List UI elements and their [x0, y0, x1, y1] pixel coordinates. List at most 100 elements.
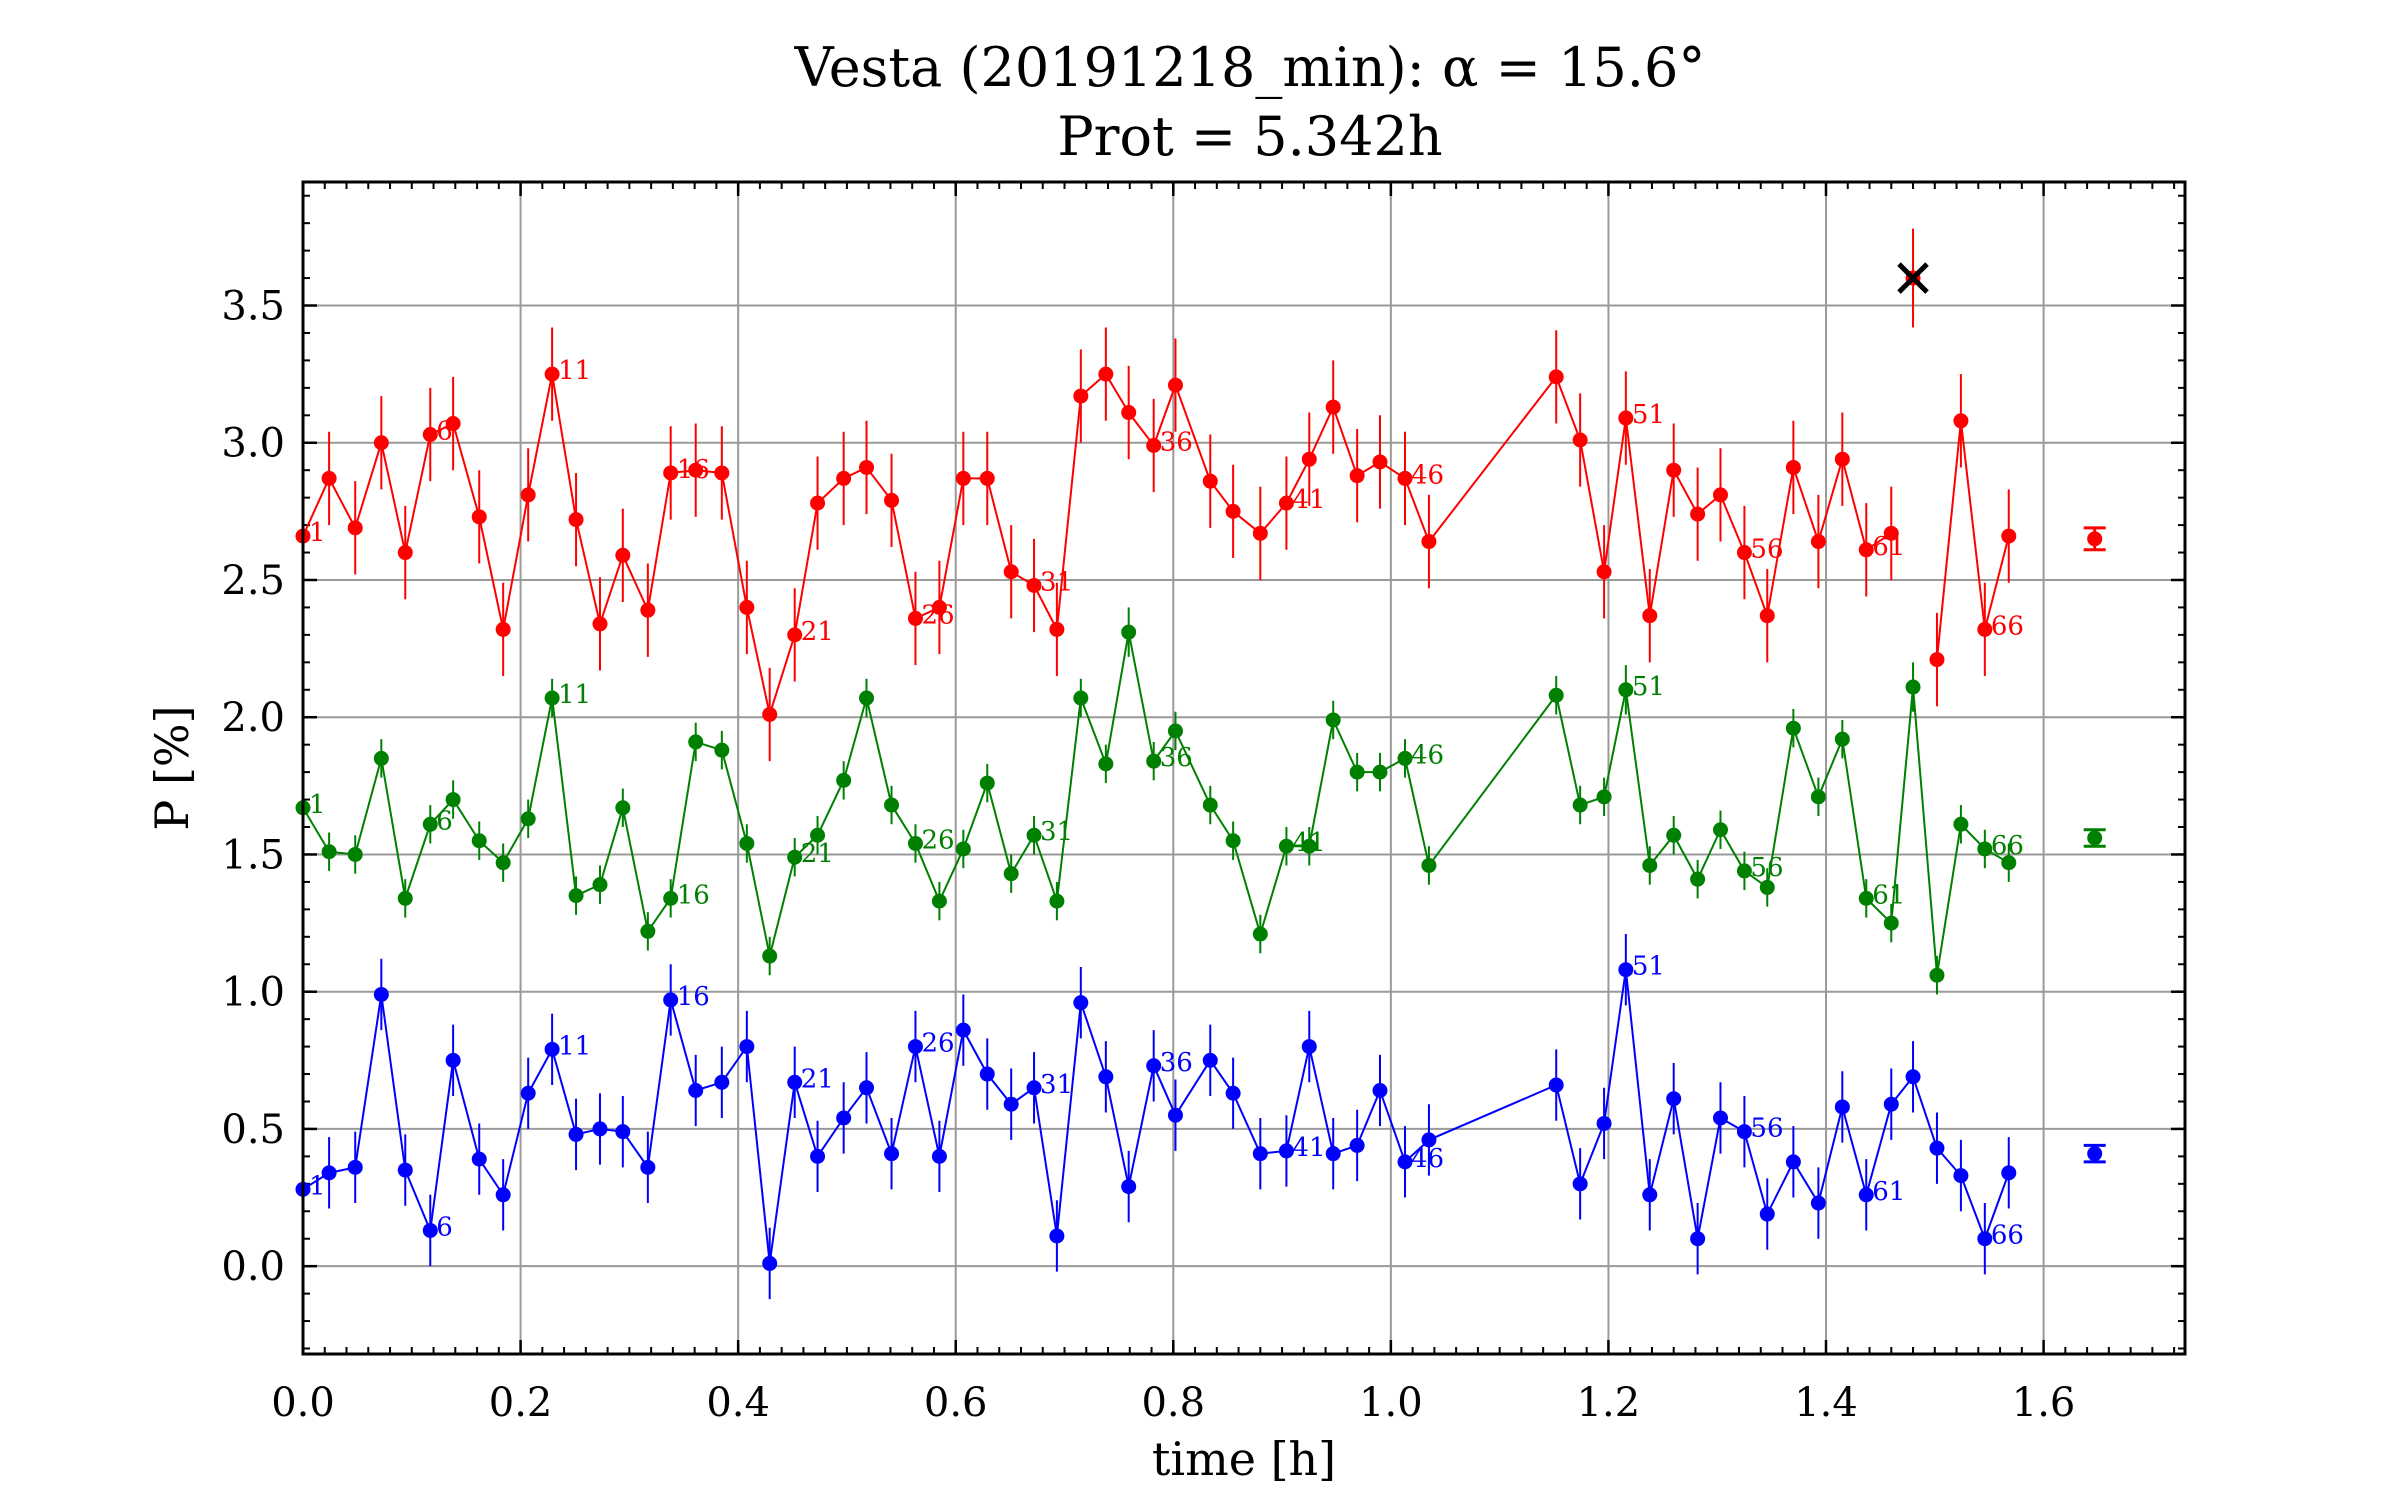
data-point: [688, 1083, 704, 1099]
data-point: [1225, 1085, 1241, 1101]
data-point: [1349, 468, 1365, 484]
data-point: [347, 520, 363, 536]
data-point: [1596, 789, 1612, 805]
data-point: [1003, 866, 1019, 882]
data-point: [1049, 893, 1065, 909]
data-point: [1905, 1069, 1921, 1085]
x-tick-label: 0.8: [1141, 1380, 1205, 1426]
data-point: [1572, 797, 1588, 813]
data-point: [1146, 437, 1162, 453]
data-point: [592, 616, 608, 632]
data-point: [931, 893, 947, 909]
y-tick-label: 3.0: [221, 421, 285, 467]
point-index-label: 56: [1750, 1114, 1783, 1144]
point-index-label: 1: [309, 518, 326, 548]
data-point: [1073, 388, 1089, 404]
data-point: [1666, 462, 1682, 478]
data-point: [422, 1222, 438, 1238]
series-line: [1935, 420, 2010, 660]
data-point: [1121, 405, 1137, 421]
chart-subtitle: Prot = 5.342h: [1057, 105, 1442, 168]
data-point: [1736, 545, 1752, 561]
data-point: [955, 841, 971, 857]
data-point: [1977, 621, 1993, 637]
data-point: [544, 366, 560, 382]
plot-frame: [301, 180, 2187, 1356]
data-point: [859, 690, 875, 706]
data-point: [810, 1148, 826, 1164]
data-point: [1785, 1154, 1801, 1170]
data-point: [1953, 413, 1969, 429]
data-point: [1146, 1058, 1162, 1074]
point-index-label: 61: [1872, 532, 1905, 562]
data-point: [859, 1080, 875, 1096]
data-point: [836, 1110, 852, 1126]
data-point: [663, 992, 679, 1008]
x-tick-label: 0.6: [924, 1380, 988, 1426]
data-point: [640, 923, 656, 939]
y-axis-label: P [%]: [145, 705, 199, 830]
data-point: [2001, 855, 2017, 871]
data-point: [1049, 621, 1065, 637]
data-point: [1759, 608, 1775, 624]
point-index-label: 21: [801, 617, 834, 647]
x-tick-label: 1.6: [2012, 1380, 2076, 1426]
data-point: [1397, 750, 1413, 766]
point-index-label: 26: [921, 1029, 954, 1059]
data-point: [1202, 1052, 1218, 1068]
point-index-label: 16: [677, 455, 710, 485]
data-point: [1325, 399, 1341, 415]
data-point: [1618, 962, 1634, 978]
data-point: [836, 470, 852, 486]
data-point: [762, 948, 778, 964]
point-index-label: 36: [1160, 427, 1193, 457]
y-tick-label: 0.0: [221, 1244, 285, 1290]
data-point: [1883, 1096, 1899, 1112]
point-index-label: 66: [1991, 831, 2024, 861]
data-point: [1301, 838, 1317, 854]
point-index-label: 31: [1040, 567, 1073, 597]
data-point: [1252, 525, 1268, 541]
data-point: [810, 827, 826, 843]
point-index-label: 6: [436, 417, 453, 447]
data-point: [640, 602, 656, 618]
mean-point: [2087, 531, 2103, 547]
mean-point: [2087, 1146, 2103, 1162]
data-point: [762, 706, 778, 722]
data-point: [1834, 1099, 1850, 1115]
mean-point: [2087, 830, 2103, 846]
data-point: [1278, 1143, 1294, 1159]
y-tick-label: 2.5: [221, 558, 285, 604]
data-point: [373, 986, 389, 1002]
x-axis-label: time [h]: [1152, 1432, 1336, 1486]
point-index-label: 16: [677, 880, 710, 910]
data-point: [931, 1148, 947, 1164]
data-point: [1372, 454, 1388, 470]
data-point: [1421, 857, 1437, 873]
data-point: [544, 690, 560, 706]
data-point: [568, 512, 584, 528]
data-point: [347, 846, 363, 862]
data-point: [321, 844, 337, 860]
data-point: [1596, 564, 1612, 580]
point-index-label: 16: [677, 982, 710, 1012]
data-point: [397, 545, 413, 561]
x-tick-label: 0.2: [489, 1380, 553, 1426]
data-point: [1252, 926, 1268, 942]
data-point: [787, 849, 803, 865]
data-point: [1167, 723, 1183, 739]
x-tick-label: 0.4: [706, 1380, 770, 1426]
data-point: [1003, 1096, 1019, 1112]
data-point: [714, 1074, 730, 1090]
data-point: [688, 462, 704, 478]
data-point: [568, 888, 584, 904]
data-point: [495, 1187, 511, 1203]
data-point: [1548, 687, 1564, 703]
data-point: [592, 877, 608, 893]
point-index-label: 1: [309, 1171, 326, 1201]
data-point: [955, 1022, 971, 1038]
data-point: [1349, 1137, 1365, 1153]
data-point: [1572, 432, 1588, 448]
data-point: [907, 835, 923, 851]
data-point: [373, 435, 389, 451]
